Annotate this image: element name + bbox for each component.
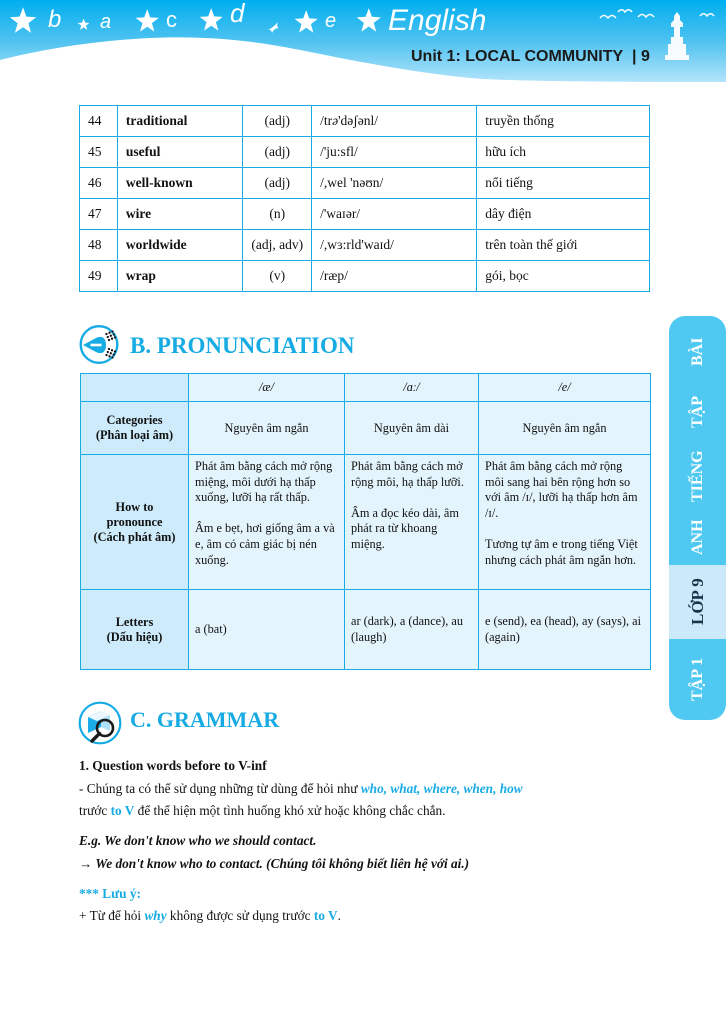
svg-text:b: b — [48, 6, 61, 33]
svg-text:c: c — [166, 7, 177, 32]
svg-text:d: d — [230, 0, 246, 28]
svg-text:e: e — [325, 10, 336, 32]
svg-text:a: a — [100, 11, 111, 33]
svg-text:English: English — [388, 4, 486, 37]
